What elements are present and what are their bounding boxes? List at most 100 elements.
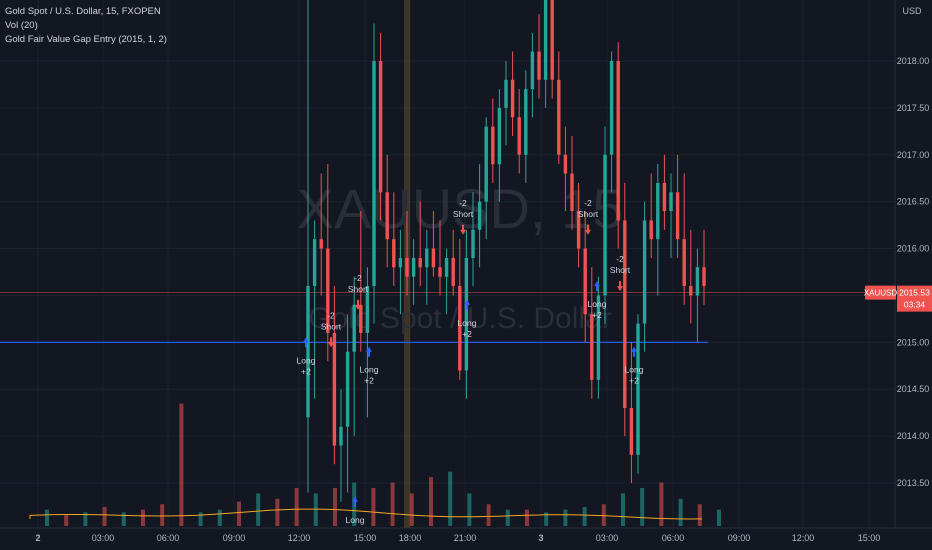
long-label-size: +2	[629, 376, 639, 386]
volume-bar	[141, 509, 145, 526]
volume-bar	[45, 509, 49, 526]
volume-bar	[563, 509, 568, 526]
long-arrow	[464, 299, 470, 310]
volume-bar	[505, 509, 510, 526]
candle-body	[326, 248, 330, 333]
volume-bar	[256, 493, 261, 526]
volume-legend[interactable]: Vol (20)	[5, 20, 38, 31]
candle-body	[596, 295, 601, 380]
symbol-legend[interactable]: Gold Spot / U.S. Dollar, 15, FXOPEN	[5, 6, 161, 17]
candle-body	[563, 154, 568, 174]
time-tick-label: 21:00	[454, 533, 477, 543]
candle-body	[484, 126, 488, 202]
candle-body	[669, 192, 673, 212]
short-label: Short	[348, 284, 369, 294]
candle-body	[682, 239, 686, 287]
candle-body	[365, 286, 370, 333]
volume-bar	[237, 501, 241, 526]
current-price-value: 2015.53	[899, 288, 930, 298]
volume-bar	[640, 487, 645, 526]
time-tick-label: 06:00	[157, 533, 180, 543]
time-tick-label: 12:00	[792, 533, 815, 543]
candle-body	[458, 286, 462, 371]
candle-body	[339, 426, 343, 446]
time-tick-label: 09:00	[223, 533, 246, 543]
short-arrow	[617, 281, 623, 292]
short-arrow	[585, 224, 591, 235]
long-label-size: +2	[301, 366, 311, 376]
candle-body	[689, 286, 693, 296]
price-tick-label: 2016.00	[897, 244, 930, 254]
long-label: Long	[458, 318, 477, 328]
grid	[0, 0, 895, 528]
volume-bar	[544, 512, 549, 526]
short-label-size: -2	[584, 198, 592, 208]
candle-body	[319, 239, 323, 249]
candle-body	[609, 61, 614, 155]
volume-bar	[83, 512, 88, 526]
volume-bar	[582, 506, 587, 526]
short-label-size: -2	[354, 273, 362, 283]
volume-bar	[121, 512, 126, 526]
volume-bar	[390, 482, 395, 526]
candle-body	[418, 257, 422, 268]
short-arrow	[328, 337, 334, 348]
volume-bar	[525, 509, 529, 526]
volume-bar	[371, 487, 376, 526]
volume-bar	[409, 493, 414, 526]
candle-body	[405, 257, 409, 277]
time-tick-label: 03:00	[596, 533, 619, 543]
price-axis-background	[895, 0, 932, 550]
volume-ma-line	[29, 508, 703, 520]
candle-body	[524, 89, 528, 155]
long-label-size: +2	[592, 310, 602, 320]
price-tick-label: 2017.50	[897, 103, 930, 113]
candle-body	[352, 304, 356, 352]
short-label-size: -2	[327, 310, 335, 320]
indicator-legend[interactable]: Gold Fair Value Gap Entry (2015, 1, 2)	[5, 34, 167, 45]
candle-body	[656, 182, 660, 240]
candle-body	[695, 267, 700, 296]
candle-body	[517, 117, 521, 155]
symbol-price-badge	[865, 285, 896, 300]
candle-body	[510, 79, 515, 118]
candle-body	[438, 267, 442, 277]
volume-bar	[275, 498, 280, 526]
volume-bar	[448, 471, 453, 526]
price-tick-label: 2014.50	[897, 384, 930, 394]
candle-body	[616, 61, 620, 221]
candle-body	[372, 61, 376, 287]
short-label: Short	[578, 209, 599, 219]
candle-body	[543, 0, 548, 80]
time-tick-label: 15:00	[858, 533, 881, 543]
volume-bar	[678, 498, 683, 526]
volume-bar	[217, 509, 222, 526]
time-tick-label: 03:00	[92, 533, 115, 543]
long-arrow	[303, 337, 309, 348]
signals: Long+2-2ShortLong+2-2ShortLong+2-2ShortL…	[297, 198, 644, 536]
time-tick-label: 12:00	[288, 533, 311, 543]
bar-countdown: 03:34	[904, 300, 926, 310]
price-tick-label: 2017.00	[897, 150, 930, 160]
volume-bar	[198, 512, 203, 526]
candle-body	[477, 201, 482, 230]
volume-bar	[601, 504, 606, 526]
candle-body	[312, 239, 317, 287]
volume-bar	[621, 493, 625, 526]
volume-bar	[429, 477, 433, 526]
long-label: Long	[297, 355, 316, 365]
candle-body	[649, 220, 653, 240]
short-label: Short	[321, 321, 342, 331]
long-arrow	[366, 346, 372, 357]
candle-body	[675, 192, 680, 240]
candle-body	[411, 257, 416, 277]
candle-body	[471, 229, 475, 258]
candle-body	[642, 220, 647, 324]
volume-bar	[179, 403, 184, 526]
short-label: Short	[453, 209, 474, 219]
volume-bar	[64, 515, 69, 526]
volume-bar	[697, 504, 702, 526]
candle-body	[464, 257, 469, 371]
